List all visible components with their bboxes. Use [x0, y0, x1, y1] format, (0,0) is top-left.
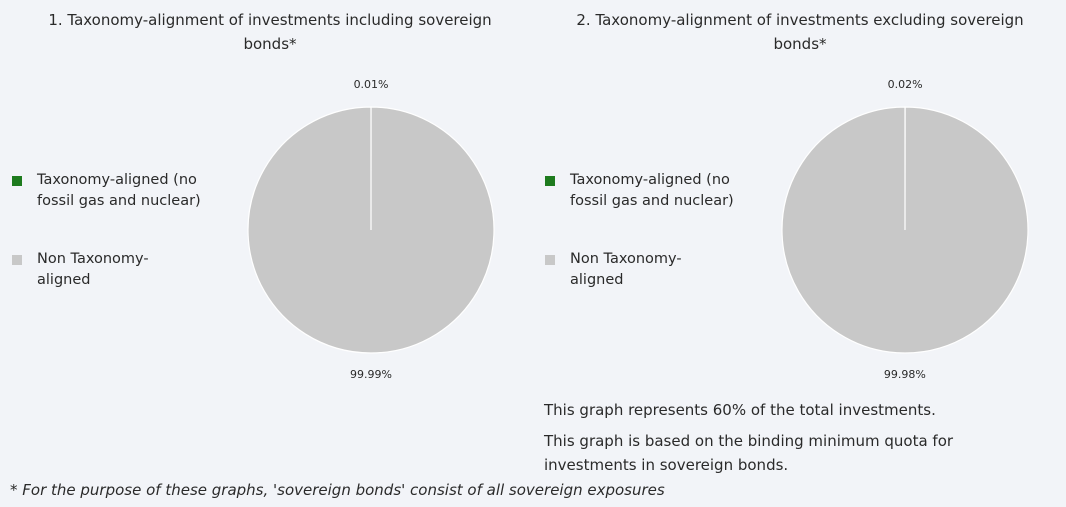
- legend-item: Taxonomy-aligned (no fossil gas and nucl…: [545, 170, 735, 212]
- data-label: 99.99%: [350, 368, 392, 381]
- data-label: 99.98%: [884, 368, 926, 381]
- chart-title: 1. Taxonomy-alignment of investments inc…: [48, 11, 492, 53]
- legend-label: Non Taxonomy-aligned: [570, 251, 682, 288]
- footnote: * For the purpose of these graphs, 'sove…: [10, 481, 665, 499]
- pie-slice: [781, 106, 1029, 354]
- legend-swatch: [545, 176, 555, 186]
- legend-swatch: [12, 255, 22, 265]
- pie-slice: [247, 106, 495, 354]
- legend-item: Taxonomy-aligned (no fossil gas and nucl…: [12, 170, 202, 212]
- legend-label: Taxonomy-aligned (no fossil gas and nucl…: [37, 172, 201, 209]
- chart-title: 2. Taxonomy-alignment of investments exc…: [576, 11, 1024, 53]
- data-label: 0.01%: [354, 78, 389, 91]
- legend-swatch: [12, 176, 22, 186]
- legend-label: Non Taxonomy-aligned: [37, 251, 149, 288]
- note: This graph is based on the binding minim…: [544, 432, 954, 474]
- legend-item: Non Taxonomy-aligned: [12, 249, 202, 291]
- legend-swatch: [545, 255, 555, 265]
- legend-item: Non Taxonomy-aligned: [545, 249, 735, 291]
- note: This graph represents 60% of the total i…: [544, 401, 936, 419]
- data-label: 0.02%: [888, 78, 923, 91]
- legend-label: Taxonomy-aligned (no fossil gas and nucl…: [570, 172, 734, 209]
